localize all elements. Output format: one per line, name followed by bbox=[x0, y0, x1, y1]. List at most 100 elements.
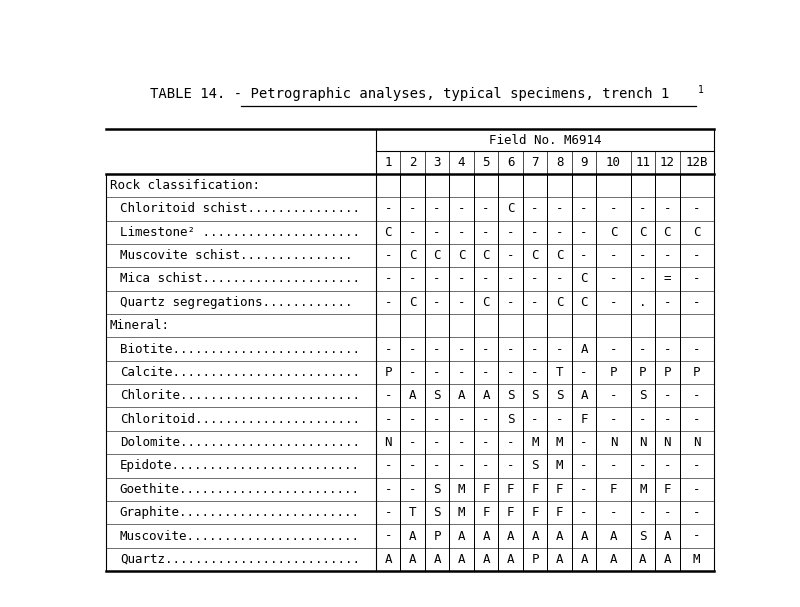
Text: Chloritoid schist...............: Chloritoid schist............... bbox=[120, 202, 360, 215]
Text: P: P bbox=[384, 366, 392, 379]
Text: -: - bbox=[610, 506, 617, 519]
Text: M: M bbox=[693, 553, 701, 566]
Text: -: - bbox=[507, 296, 514, 309]
Text: -: - bbox=[693, 342, 701, 356]
Text: -: - bbox=[663, 413, 671, 426]
Text: -: - bbox=[610, 389, 617, 402]
Text: -: - bbox=[693, 506, 701, 519]
Text: Epidote.........................: Epidote......................... bbox=[120, 459, 360, 472]
Text: C: C bbox=[458, 249, 466, 262]
Text: Biotite.........................: Biotite......................... bbox=[120, 342, 360, 356]
Text: M: M bbox=[458, 483, 466, 496]
Text: C: C bbox=[434, 249, 441, 262]
Text: -: - bbox=[458, 342, 466, 356]
Text: -: - bbox=[580, 202, 588, 215]
Text: -: - bbox=[663, 249, 671, 262]
Text: F: F bbox=[507, 506, 514, 519]
Text: S: S bbox=[434, 483, 441, 496]
Text: -: - bbox=[580, 506, 588, 519]
Text: A: A bbox=[458, 553, 466, 566]
Text: -: - bbox=[384, 342, 392, 356]
Text: 9: 9 bbox=[580, 156, 588, 169]
Text: 5: 5 bbox=[482, 156, 490, 169]
Text: -: - bbox=[458, 366, 466, 379]
Text: -: - bbox=[531, 413, 539, 426]
Text: C: C bbox=[663, 226, 671, 239]
Text: 7: 7 bbox=[531, 156, 539, 169]
Text: -: - bbox=[531, 342, 539, 356]
Text: 6: 6 bbox=[507, 156, 514, 169]
Text: A: A bbox=[556, 529, 563, 543]
Text: 1: 1 bbox=[384, 156, 392, 169]
Text: -: - bbox=[507, 366, 514, 379]
Text: -: - bbox=[507, 436, 514, 449]
Text: -: - bbox=[458, 296, 466, 309]
Text: A: A bbox=[610, 529, 617, 543]
Text: C: C bbox=[482, 249, 490, 262]
Text: -: - bbox=[693, 296, 701, 309]
Text: -: - bbox=[663, 342, 671, 356]
Text: S: S bbox=[434, 389, 441, 402]
Text: -: - bbox=[663, 202, 671, 215]
Text: Mica schist.....................: Mica schist..................... bbox=[120, 273, 360, 285]
Text: -: - bbox=[434, 273, 441, 285]
Text: S: S bbox=[556, 389, 563, 402]
Text: 12: 12 bbox=[660, 156, 674, 169]
Text: -: - bbox=[384, 413, 392, 426]
Text: -: - bbox=[610, 296, 617, 309]
Text: -: - bbox=[531, 226, 539, 239]
Text: -: - bbox=[482, 202, 490, 215]
Text: Mineral:: Mineral: bbox=[110, 319, 170, 332]
Text: F: F bbox=[482, 506, 490, 519]
Text: 8: 8 bbox=[556, 156, 563, 169]
Text: -: - bbox=[639, 273, 646, 285]
Text: F: F bbox=[580, 413, 588, 426]
Text: C: C bbox=[580, 273, 588, 285]
Text: -: - bbox=[434, 342, 441, 356]
Text: -: - bbox=[693, 389, 701, 402]
Text: -: - bbox=[580, 226, 588, 239]
Text: -: - bbox=[639, 249, 646, 262]
Text: T: T bbox=[409, 506, 416, 519]
Text: -: - bbox=[482, 459, 490, 472]
Text: M: M bbox=[458, 506, 466, 519]
Text: A: A bbox=[434, 553, 441, 566]
Text: -: - bbox=[458, 226, 466, 239]
Text: N: N bbox=[384, 436, 392, 449]
Text: A: A bbox=[482, 553, 490, 566]
Text: -: - bbox=[693, 459, 701, 472]
Text: -: - bbox=[610, 413, 617, 426]
Text: S: S bbox=[639, 389, 646, 402]
Text: A: A bbox=[663, 553, 671, 566]
Text: -: - bbox=[556, 413, 563, 426]
Text: -: - bbox=[639, 413, 646, 426]
Text: N: N bbox=[610, 436, 617, 449]
Text: -: - bbox=[693, 273, 701, 285]
Text: Rock classification:: Rock classification: bbox=[110, 179, 260, 192]
Text: -: - bbox=[409, 273, 416, 285]
Text: -: - bbox=[409, 436, 416, 449]
Text: -: - bbox=[610, 342, 617, 356]
Text: -: - bbox=[531, 273, 539, 285]
Text: F: F bbox=[482, 483, 490, 496]
Text: -: - bbox=[639, 342, 646, 356]
Text: -: - bbox=[384, 249, 392, 262]
Text: Quartz..........................: Quartz.......................... bbox=[120, 553, 360, 566]
Text: C: C bbox=[556, 249, 563, 262]
Text: -: - bbox=[556, 273, 563, 285]
Text: -: - bbox=[434, 459, 441, 472]
Text: Limestone² .....................: Limestone² ..................... bbox=[120, 226, 360, 239]
Text: A: A bbox=[639, 553, 646, 566]
Text: -: - bbox=[458, 413, 466, 426]
Text: -: - bbox=[580, 436, 588, 449]
Text: -: - bbox=[458, 273, 466, 285]
Text: A: A bbox=[580, 529, 588, 543]
Text: -: - bbox=[434, 436, 441, 449]
Text: -: - bbox=[639, 506, 646, 519]
Text: -: - bbox=[482, 436, 490, 449]
Text: -: - bbox=[409, 226, 416, 239]
Text: -: - bbox=[384, 459, 392, 472]
Text: Chloritoid......................: Chloritoid...................... bbox=[120, 413, 360, 426]
Text: -: - bbox=[531, 366, 539, 379]
Text: F: F bbox=[556, 506, 563, 519]
